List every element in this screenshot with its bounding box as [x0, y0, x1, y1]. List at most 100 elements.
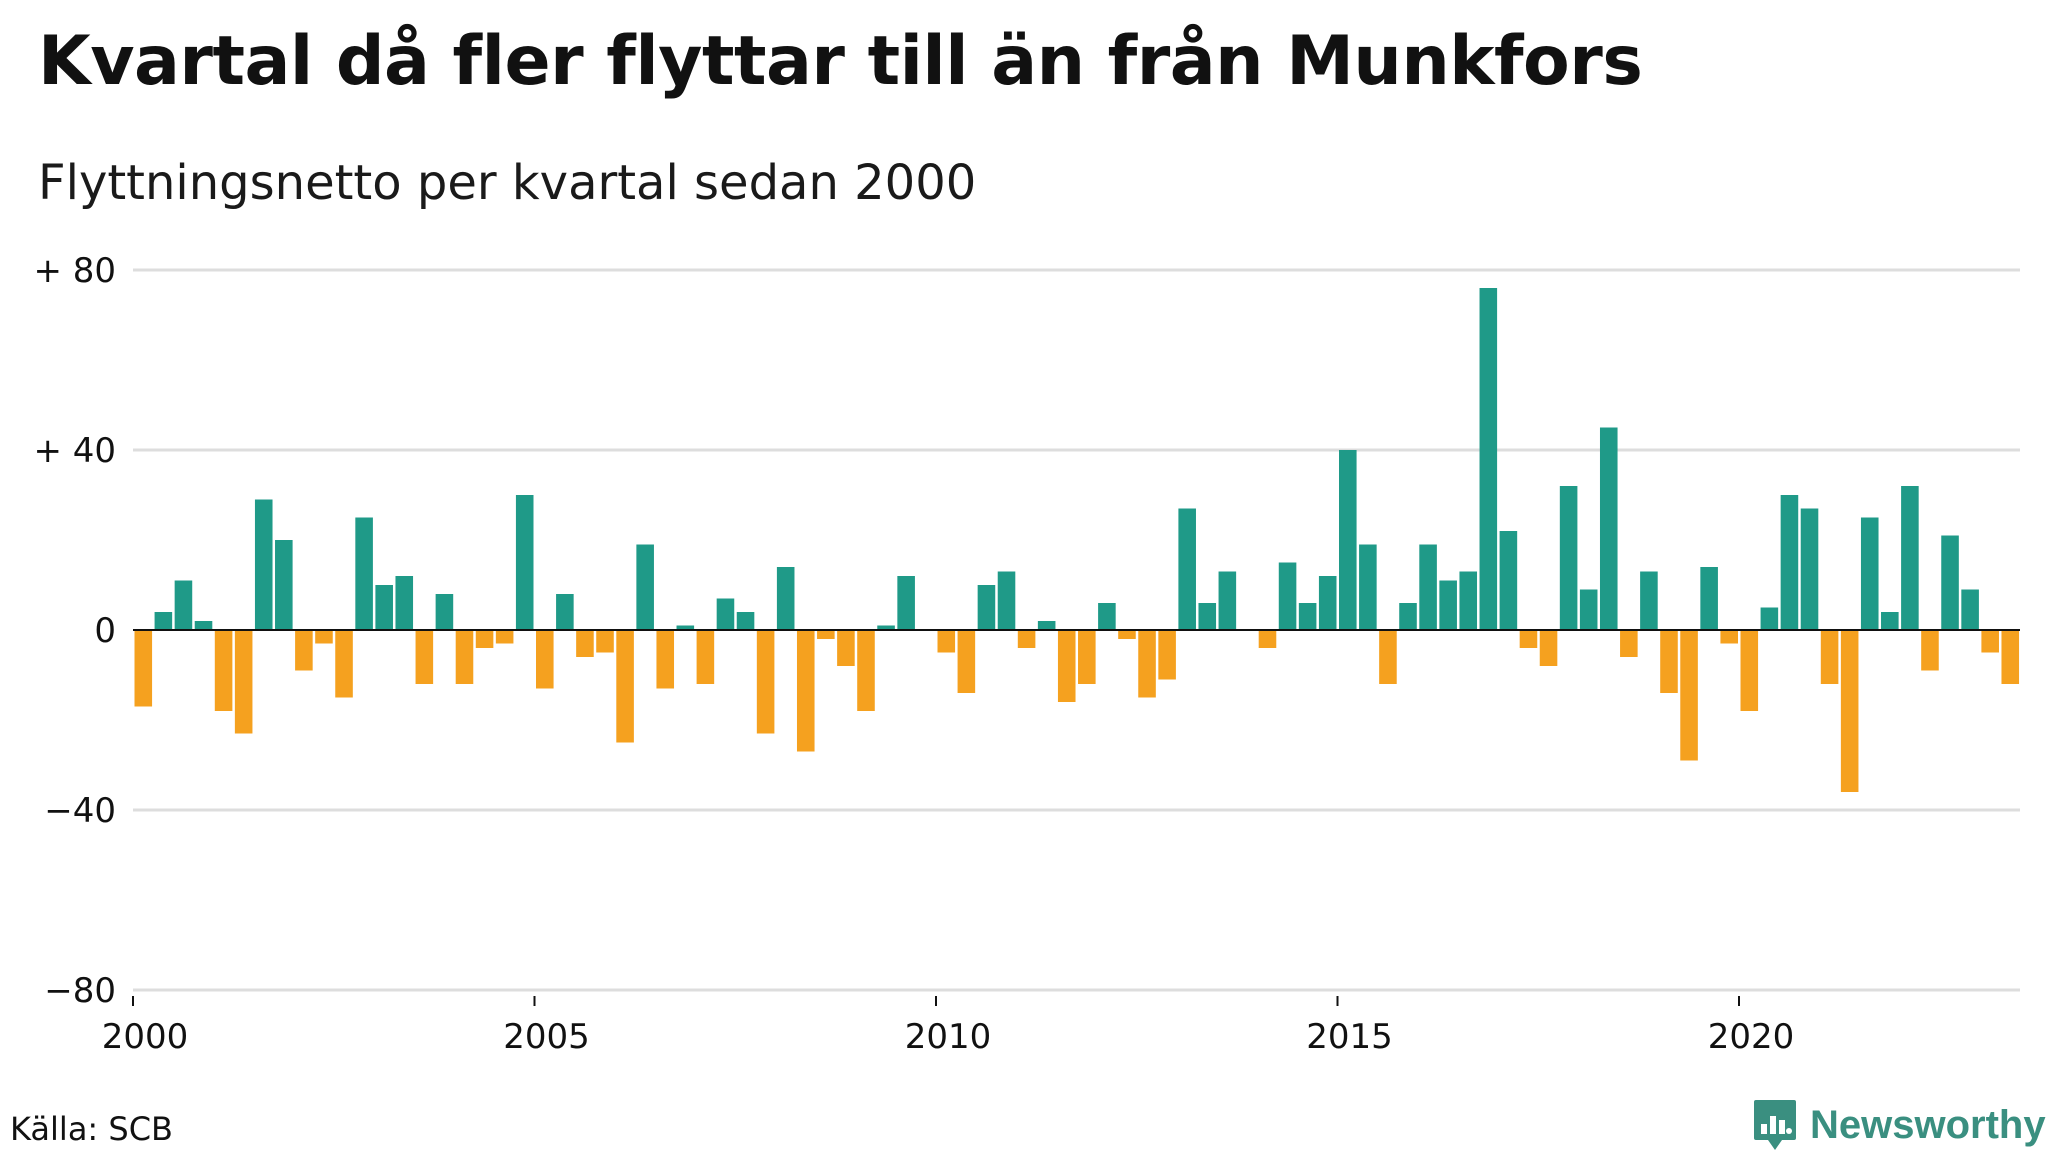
- bar: [2001, 630, 2020, 684]
- bar: [937, 630, 956, 653]
- bar: [1539, 630, 1558, 666]
- bar: [1359, 544, 1377, 630]
- bar: [475, 630, 494, 648]
- bar: [556, 594, 574, 630]
- bar: [616, 630, 634, 743]
- bar: [134, 630, 153, 707]
- bar: [1840, 630, 1859, 792]
- bar: [1399, 603, 1417, 630]
- bar: [1479, 288, 1498, 630]
- y-axis-ticks: + 80 + 40 0 −40 −80: [33, 251, 116, 1011]
- bar: [415, 630, 434, 684]
- bar: [1037, 621, 1056, 630]
- source-note: Källa: SCB: [10, 1110, 173, 1148]
- x-tick-label: 2015: [1306, 1017, 1393, 1057]
- grid-lines: [133, 268, 2020, 992]
- bar-chart: + 80 + 40 0 −40 −80 2000 2005 2010 2015 2020: [33, 251, 2020, 1057]
- logo-text: Newsworthy: [1810, 1102, 2046, 1147]
- bar: [1158, 630, 1176, 680]
- bar: [1780, 495, 1799, 630]
- bar: [455, 630, 474, 684]
- bar: [596, 630, 614, 653]
- x-tick-label: 2010: [905, 1017, 992, 1057]
- y-tick-label: 0: [94, 611, 116, 651]
- bar: [395, 576, 414, 630]
- bar: [857, 630, 875, 711]
- bar: [295, 630, 313, 671]
- bar: [997, 571, 1016, 630]
- bar: [1178, 508, 1196, 630]
- bar: [1881, 612, 1899, 630]
- bar: [817, 630, 835, 639]
- bar: [515, 495, 534, 630]
- bar: [736, 612, 755, 630]
- bar: [1961, 589, 1979, 630]
- x-tick-label: 2005: [503, 1017, 590, 1057]
- bar: [636, 544, 654, 630]
- bar: [1901, 486, 1919, 630]
- bar: [656, 630, 675, 689]
- bar: [1640, 571, 1658, 630]
- bar: [676, 625, 695, 630]
- x-tick-label: 2020: [1708, 1017, 1795, 1057]
- bar: [1559, 486, 1578, 630]
- bar: [1820, 630, 1839, 684]
- bar: [716, 598, 735, 630]
- bar-chart-badge-icon: [1754, 1100, 1796, 1150]
- bar: [174, 580, 193, 630]
- chart-title: Kvartal då fler flyttar till än från Mun…: [38, 22, 1643, 101]
- bar: [1339, 450, 1357, 630]
- x-tick-label: 2000: [102, 1017, 189, 1057]
- bar: [1700, 567, 1718, 630]
- bar: [275, 540, 293, 630]
- bar: [696, 630, 715, 684]
- bar: [977, 585, 996, 630]
- bar: [1118, 630, 1136, 639]
- bar: [1599, 427, 1618, 630]
- bar: [1439, 580, 1457, 630]
- bar: [1800, 508, 1819, 630]
- bar: [796, 630, 815, 752]
- chart-subtitle: Flyttningsnetto per kvartal sedan 2000: [38, 155, 977, 211]
- bar: [756, 630, 775, 734]
- bar: [214, 630, 233, 711]
- bar: [1680, 630, 1698, 761]
- bar: [355, 517, 373, 630]
- bar: [957, 630, 976, 693]
- bar: [1660, 630, 1678, 693]
- bar: [1981, 630, 1999, 653]
- bar: [234, 630, 253, 734]
- bar: [1278, 562, 1297, 630]
- bar: [375, 585, 393, 630]
- y-tick-label: + 40: [33, 431, 116, 471]
- bar: [1620, 630, 1638, 657]
- bar: [877, 625, 895, 630]
- bar: [536, 630, 554, 689]
- bar: [1218, 571, 1237, 630]
- bar: [1017, 630, 1036, 648]
- bar: [335, 630, 353, 698]
- bar: [576, 630, 594, 657]
- bar: [1318, 576, 1337, 630]
- bar: [1579, 589, 1598, 630]
- bar: [1419, 544, 1437, 630]
- bar: [1198, 603, 1217, 630]
- bar: [315, 630, 333, 644]
- bar: [435, 594, 454, 630]
- bar: [1921, 630, 1939, 671]
- bar: [1519, 630, 1538, 648]
- bar: [154, 612, 173, 630]
- bar: [495, 630, 514, 644]
- bar: [1078, 630, 1096, 684]
- y-tick-label: + 80: [33, 251, 116, 291]
- bar: [1057, 630, 1076, 702]
- bars: [134, 288, 2020, 792]
- y-tick-label: −80: [44, 971, 116, 1011]
- bar: [1138, 630, 1156, 698]
- bar: [776, 567, 795, 630]
- y-tick-label: −40: [44, 791, 116, 831]
- bar: [1298, 603, 1317, 630]
- bar: [1941, 535, 1959, 630]
- bar: [1860, 517, 1879, 630]
- bar: [1459, 571, 1478, 630]
